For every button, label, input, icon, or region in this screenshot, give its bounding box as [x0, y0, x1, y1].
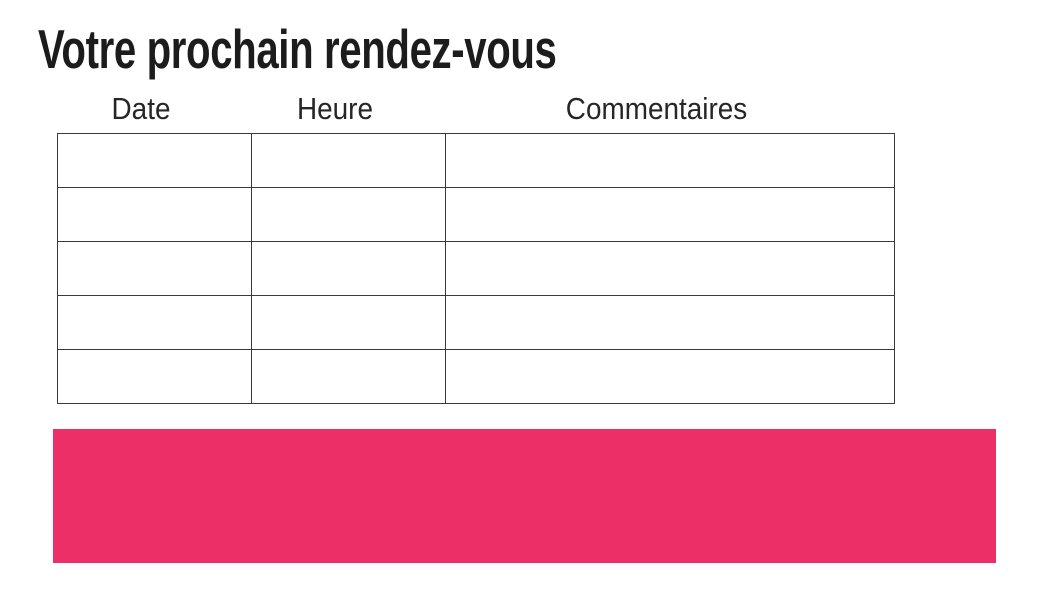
table-cell — [57, 187, 252, 242]
footer-banner — [53, 429, 996, 563]
table-row — [57, 295, 895, 350]
table-cell — [445, 133, 895, 188]
table-cell — [251, 349, 446, 404]
table-cell — [445, 349, 895, 404]
table-header-row: Date Heure Commentaires — [44, 93, 881, 125]
table-cell — [251, 295, 446, 350]
table-row — [57, 349, 895, 404]
table-cell — [445, 295, 895, 350]
table-cell — [251, 133, 446, 188]
page-title: Votre prochain rendez-vous — [38, 18, 557, 80]
table-cell — [445, 241, 895, 296]
table-row — [57, 241, 895, 296]
table-cell — [57, 133, 252, 188]
table-cell — [57, 241, 252, 296]
column-header-heure: Heure — [297, 91, 373, 126]
table-row — [57, 187, 895, 242]
table-cell — [57, 349, 252, 404]
table-cell — [251, 241, 446, 296]
appointments-table-body — [57, 133, 895, 404]
appointments-table — [57, 133, 895, 404]
table-cell — [57, 295, 252, 350]
table-row — [57, 133, 895, 188]
table-cell — [251, 187, 446, 242]
column-header-commentaires: Commentaires — [565, 91, 748, 126]
table-cell — [445, 187, 895, 242]
column-header-date: Date — [111, 91, 171, 126]
